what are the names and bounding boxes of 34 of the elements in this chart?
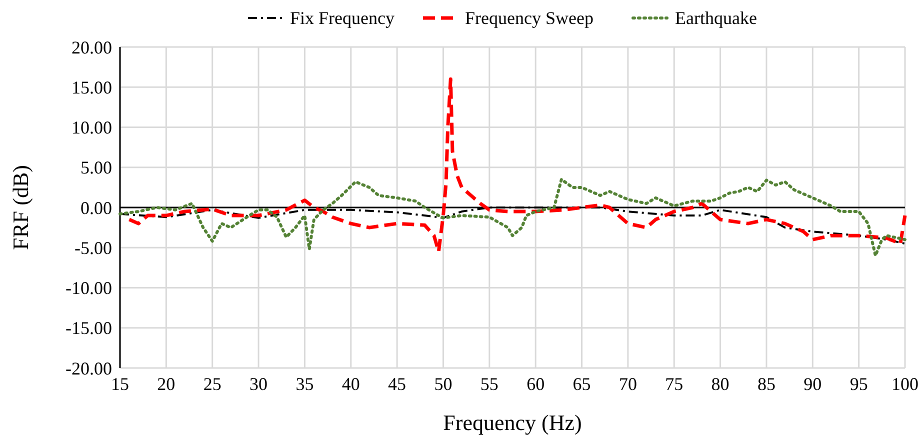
x-tick-label: 30 <box>250 374 268 394</box>
x-tick-label: 60 <box>526 374 545 394</box>
line-series <box>127 77 907 254</box>
x-tick-label: 55 <box>480 374 498 394</box>
x-tick-label: 75 <box>665 374 684 394</box>
y-tick-label: 0.00 <box>80 198 112 218</box>
y-tick-label: -10.00 <box>66 278 112 298</box>
y-axis-title: FRF (dB) <box>8 165 33 250</box>
y-tick-label: 5.00 <box>80 158 112 178</box>
x-tick-label: 45 <box>388 374 406 394</box>
x-tick-label: 95 <box>850 374 868 394</box>
y-tick-label: -5.00 <box>74 238 112 258</box>
x-tick-label: 70 <box>618 374 637 394</box>
y-tick-label: -20.00 <box>66 358 112 378</box>
x-tick-label: 65 <box>572 374 591 394</box>
y-tick-label: 15.00 <box>72 77 112 98</box>
x-axis-title: Frequency (Hz) <box>443 410 582 435</box>
x-tick-label: 25 <box>203 374 222 394</box>
x-tick-label: 100 <box>892 374 918 394</box>
legend-label: Fix Frequency <box>290 8 394 28</box>
y-tick-label: 20.00 <box>72 37 112 58</box>
x-tick-label: 40 <box>342 374 360 394</box>
x-tick-label: 90 <box>804 374 822 394</box>
x-tick-label: 80 <box>711 374 730 394</box>
legend-label: Earthquake <box>675 8 757 28</box>
x-tick-label: 15 <box>111 374 129 394</box>
x-tick-label: 50 <box>434 374 452 394</box>
x-tick-label: 20 <box>157 374 176 394</box>
y-tick-label: 10.00 <box>72 118 112 138</box>
x-tick-label: 35 <box>296 374 314 394</box>
legend-label: Frequency Sweep <box>465 8 594 28</box>
line-series <box>118 178 906 258</box>
y-tick-label: -15.00 <box>66 318 112 338</box>
x-tick-label: 85 <box>757 374 776 394</box>
